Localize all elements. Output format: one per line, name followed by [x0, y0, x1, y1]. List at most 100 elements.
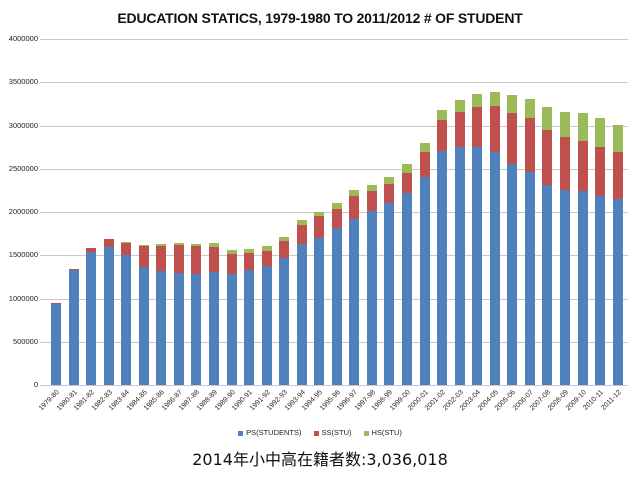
bar-segment — [524, 172, 535, 385]
bar-segment — [419, 152, 430, 177]
bar-segment — [612, 199, 623, 385]
gridline — [40, 385, 628, 386]
bar-segment — [226, 253, 237, 275]
bar-segment — [507, 163, 518, 385]
bar-1982-83 — [103, 39, 114, 385]
bar-segment — [68, 269, 79, 385]
y-tick-label: 2000000 — [8, 207, 38, 216]
bar-2011-12 — [612, 39, 623, 385]
bar-1991-92 — [261, 39, 272, 385]
bar-segment — [138, 244, 149, 246]
bar-1985-86 — [156, 39, 167, 385]
bar-2004-05 — [489, 39, 500, 385]
bar-segment — [208, 271, 219, 385]
bar-segment — [559, 111, 570, 137]
bar-2000-01 — [419, 39, 430, 385]
bar-segment — [542, 185, 553, 385]
bar-segment — [191, 245, 202, 275]
bar-1993-94 — [296, 39, 307, 385]
bar-2002-03 — [454, 39, 465, 385]
bar-segment — [244, 249, 255, 253]
y-tick-label: 2500000 — [8, 163, 38, 173]
bar-segment — [208, 246, 219, 272]
bar-segment — [524, 117, 535, 173]
bar-segment — [402, 192, 412, 385]
bar-segment — [261, 245, 272, 251]
bar-segment — [595, 195, 606, 385]
bar-segment — [349, 195, 360, 219]
y-tick-label: 3000000 — [8, 120, 38, 130]
bar-segment — [437, 150, 448, 385]
bar-segment — [68, 268, 79, 270]
bar-segment — [612, 152, 623, 200]
bar-segment — [489, 106, 500, 153]
bar-segment — [595, 147, 606, 196]
bar-segment — [559, 189, 570, 385]
bar-1981-82 — [86, 39, 97, 385]
gridline — [40, 39, 628, 40]
bar-segment — [138, 245, 149, 267]
y-tick-label: 0 — [33, 380, 38, 389]
bar-segment — [384, 203, 395, 385]
bar-segment — [437, 120, 448, 151]
bar-segment — [419, 142, 430, 153]
bar-segment — [577, 141, 588, 192]
bar-segment — [244, 269, 255, 385]
bar-segment — [595, 117, 606, 148]
bar-segment — [173, 272, 184, 385]
legend-label: PS(STUDENTS) — [246, 428, 302, 437]
chart-legend: PS(STUDENTS) SS(STU) HS(STU) — [0, 428, 640, 437]
bar-segment — [366, 191, 377, 212]
bar-1984-85 — [138, 39, 149, 385]
bar-segment — [559, 136, 570, 190]
bar-segment — [244, 252, 255, 270]
bar-segment — [331, 208, 342, 229]
bar-segment — [577, 112, 588, 142]
bar-1988-89 — [208, 39, 219, 385]
bar-segment — [489, 91, 500, 107]
bar-segment — [173, 243, 184, 245]
bar-segment — [279, 257, 290, 385]
legend-swatch-icon — [363, 430, 369, 436]
bar-segment — [314, 216, 325, 238]
bar-segment — [86, 251, 97, 385]
bar-segment — [402, 164, 412, 174]
bar-1983-84 — [121, 39, 132, 385]
bar-segment — [419, 176, 430, 385]
bar-segment — [507, 95, 518, 113]
bar-1980-81 — [68, 39, 79, 385]
legend-item: HS(STU) — [363, 428, 402, 437]
bar-segment — [121, 255, 132, 385]
bar-segment — [191, 274, 202, 385]
bar-segment — [208, 243, 219, 247]
bar-segment — [612, 124, 623, 153]
bar-segment — [314, 237, 325, 385]
bar-segment — [156, 244, 167, 246]
legend-item: PS(STUDENTS) — [238, 428, 302, 437]
bar-segment — [349, 190, 360, 196]
bar-1994-95 — [314, 39, 325, 385]
bar-segment — [314, 212, 325, 217]
bar-segment — [51, 302, 61, 304]
gridline — [40, 168, 628, 170]
bar-1990-91 — [244, 39, 255, 385]
bar-2006-07 — [524, 39, 535, 385]
bar-segment — [331, 228, 342, 385]
legend-swatch-icon — [313, 430, 319, 436]
bar-segment — [542, 107, 553, 130]
bar-1987-88 — [191, 39, 202, 385]
bar-segment — [86, 248, 97, 252]
y-tick-label: 4000000 — [8, 34, 38, 43]
bar-segment — [226, 274, 237, 385]
bar-segment — [279, 240, 290, 258]
y-tick-label: 3500000 — [8, 77, 38, 87]
bar-segment — [103, 238, 114, 247]
bar-segment — [349, 218, 360, 385]
bar-2008-09 — [559, 39, 570, 385]
bar-2010-11 — [595, 39, 606, 385]
legend-swatch-icon — [238, 430, 244, 436]
legend-label: SS(STU) — [321, 428, 352, 437]
bar-segment — [173, 244, 184, 273]
bar-segment — [454, 111, 465, 148]
